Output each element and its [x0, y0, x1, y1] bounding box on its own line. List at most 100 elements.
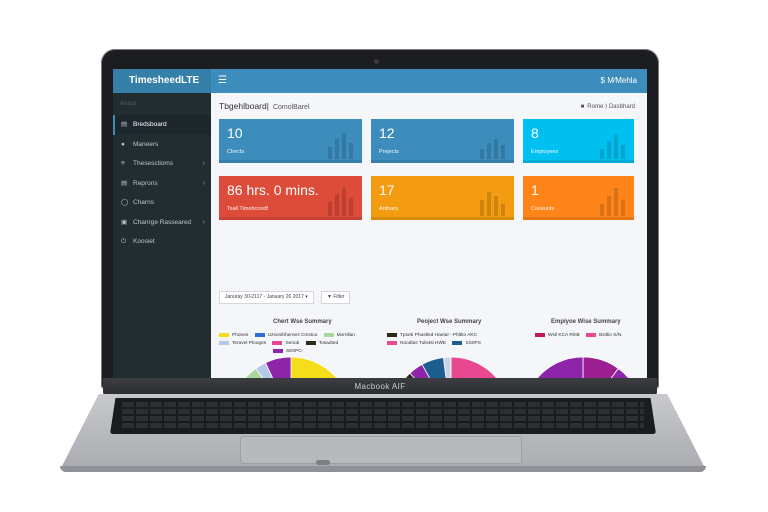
charts-icon: ◯ [121, 199, 129, 206]
legend-label: Senob [285, 341, 300, 347]
legend-item: Bsiltio S/N. [586, 333, 623, 338]
legend-item: Noodlas Tulistsl HWE [387, 341, 446, 346]
stat-value: 86 hrs. 0 mins. [227, 182, 319, 198]
stat-label: Clrects [227, 149, 245, 155]
tile-footer [219, 160, 362, 163]
legend-label: Wsil KCA RlnB [548, 333, 580, 339]
sidebar-item-label: Reprons [133, 179, 158, 187]
chart-legend-client-3: SE0PC- [273, 349, 308, 354]
sidebar-item-transactions[interactable]: ≡ Thesesctioms › [113, 154, 211, 174]
chart-title-project: Peoject Wse Summary [417, 319, 482, 325]
user-menu[interactable]: $ M⁄Mehla [600, 76, 637, 85]
breadcrumb[interactable]: ■ Rome ⟩ Dasbhard [581, 103, 635, 110]
chart-title-client: Chert Wse Summary [273, 319, 332, 325]
chart-legend-client: Phones Uzsonibheroes Cmstca Mornllan [219, 333, 360, 338]
main-content: Tbgehlboard| ComolBarel ■ Rome ⟩ Dasbhard … [211, 93, 647, 378]
app-logo[interactable]: TimesheedLTE [113, 69, 211, 93]
donut-slice-1[interactable] [523, 356, 643, 378]
chart-legend-project: Tpseb Phastled Haetal - Phlttio AKC [387, 333, 482, 338]
legend-item: Wsil KCA RlnB [535, 333, 580, 338]
legend-item: Senob [272, 341, 299, 346]
tile-footer [219, 217, 362, 220]
legend-swatch [387, 333, 397, 337]
legend-label: Uzsonibheroes Cmstca [267, 333, 318, 339]
keyboard [110, 398, 656, 434]
stat-label: Aritnars [379, 206, 398, 212]
chevron-right-icon: › [202, 160, 205, 167]
page-subtitle: ComolBarel [272, 104, 310, 111]
bar-chart-icon [328, 127, 354, 159]
bar-chart-icon [480, 127, 506, 159]
legend-label: Teravel Plooges [232, 341, 267, 347]
stat-tile-total-timesheet[interactable]: 86 hrs. 0 mins. Tsall Timebcoodf [219, 176, 362, 220]
legend-swatch [254, 333, 265, 337]
sidebar-item-reports[interactable]: ▤ Reprons › [113, 174, 211, 194]
donut-chart-employee [523, 356, 643, 378]
sidebar-item-logout[interactable]: ⏻ Koosiet [113, 232, 211, 252]
dashboard-icon: ▤ [121, 121, 128, 128]
stat-tile-accounts[interactable]: 1 Coosunts [523, 176, 634, 220]
sidebar-item-label: Maneers [133, 140, 159, 148]
tile-footer [523, 160, 634, 163]
stat-label: Prejects [379, 149, 399, 155]
users-icon: ● [121, 140, 125, 148]
sidebar-item-label: Charns [133, 199, 154, 206]
donut-slice-0[interactable] [450, 356, 511, 378]
chart-title-employee: Empiyoe Wise Summary [551, 319, 621, 325]
sidebar-item-change-password[interactable]: ▣ Chanrge Rasseared › [113, 213, 211, 233]
power-icon: ⏻ [121, 238, 127, 245]
page-title-text: Tbgehlboard| [219, 101, 269, 111]
sidebar-item-dashboard[interactable]: ▤ Bredsboard [113, 115, 211, 135]
legend-item: Mornllan [323, 333, 355, 339]
donut-slice-5[interactable] [443, 356, 452, 378]
chart-legend-project-2: Noodlas Tulistsl HWE SS0PS [387, 341, 486, 346]
chevron-right-icon: › [202, 218, 205, 226]
sidebar-item-users[interactable]: ● Maneers [113, 135, 211, 155]
stat-tile-clients[interactable]: 10 Clrects [219, 119, 362, 163]
hamburger-icon[interactable]: ☰ [218, 75, 227, 86]
donut-slice-0[interactable] [582, 356, 619, 378]
stat-tile-projects[interactable]: 12 Prejects [371, 119, 514, 163]
stat-tile-activities[interactable]: 17 Aritnars [371, 176, 514, 220]
page-title: Tbgehlboard| ComolBarel [219, 101, 310, 111]
legend-label: SE0PC- [286, 349, 304, 355]
sidebar-item-charts[interactable]: ◯ Charns [113, 193, 211, 213]
stat-value: 17 [379, 182, 395, 198]
legend-label: Noodlas Tulistsl HWE [400, 341, 447, 347]
legend-swatch [586, 333, 597, 337]
chart-legend-employee: Wsil KCA RlnB Bsiltio S/N. [535, 333, 628, 338]
donut-chart-project [404, 356, 511, 378]
legend-label: Tosadted [318, 341, 339, 347]
legend-item: Teravel Plooges [219, 341, 266, 346]
donut-slice-4[interactable] [421, 357, 447, 378]
legend-item: Uzsonibheroes Cmstca [254, 333, 318, 339]
sidebar-item-label: Thesesctioms [133, 160, 174, 167]
legend-swatch [219, 333, 229, 337]
lid-notch [316, 460, 330, 465]
sidebar-item-label: Chanrge Rasseared [133, 218, 192, 226]
donut-slice-2[interactable] [242, 367, 272, 378]
donut-slice-4[interactable] [264, 356, 292, 378]
chart-legend-client-2: Teravel Plooges Senob Tosadted [219, 341, 343, 346]
tile-footer [371, 160, 514, 163]
filter-button[interactable]: ▼ Filter [321, 291, 351, 304]
donut-slice-3[interactable] [255, 362, 278, 378]
donut-slice-0[interactable] [283, 356, 351, 378]
bar-chart-icon [480, 184, 506, 216]
stat-value: 1 [531, 182, 539, 198]
legend-label: Mornllan [336, 333, 355, 339]
transactions-icon: ≡ [121, 160, 125, 167]
donut-slice-3[interactable] [409, 363, 436, 378]
date-range-picker[interactable]: Januray 30-2117 - January 26 2017 ▾ [219, 291, 314, 304]
home-icon: ■ [580, 104, 585, 110]
laptop-base-edge [60, 466, 706, 472]
legend-swatch [323, 333, 334, 337]
legend-item: Tpseb Phastled Haetal - Phlttio AKC [387, 333, 477, 338]
bar-chart-icon [600, 184, 626, 216]
chevron-right-icon: › [202, 179, 205, 187]
stat-tile-employees[interactable]: 8 Employees [523, 119, 634, 163]
legend-swatch [387, 341, 397, 345]
legend-label: Phones [232, 333, 249, 339]
webcam [374, 59, 379, 64]
